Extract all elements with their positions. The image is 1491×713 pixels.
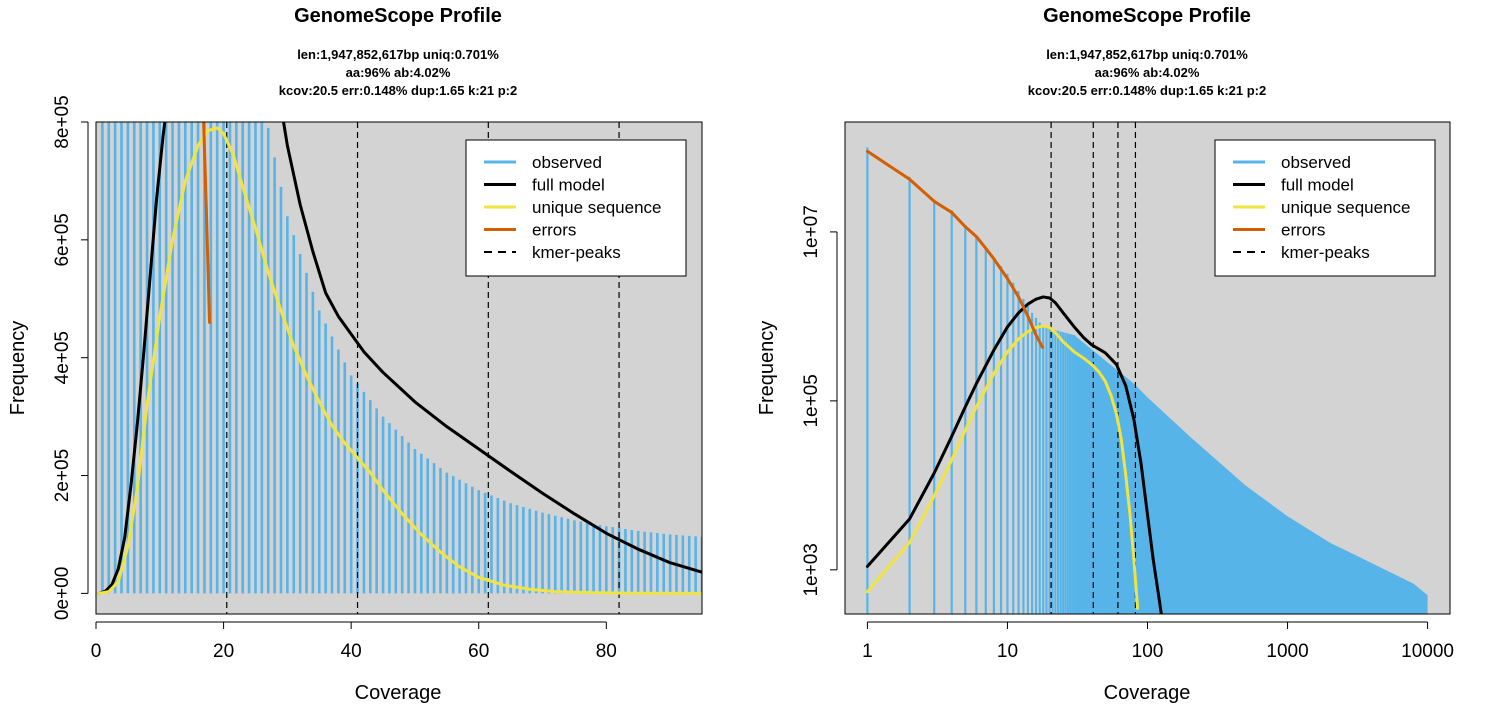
legend-label: observed [1281,153,1351,172]
chart-panel-1: GenomeScope Profile len:1,947,852,617bp u… [7,5,703,704]
x-axis-label: Coverage [1104,682,1191,704]
x-tick-label: 100 [1132,641,1164,662]
x-axis: 0 20 40 60 80 [91,621,617,662]
y-axis-label: Frequency [756,321,778,416]
plot-area [865,122,1428,614]
y-tick-label: 1e+03 [801,543,822,596]
x-tick-label: 60 [468,641,489,662]
legend-label: errors [1281,221,1325,240]
y-tick-label: 8e+05 [52,95,73,148]
legend: observed full model unique sequence errors k… [1214,139,1436,277]
legend: observed full model unique sequence errors k… [465,139,687,277]
observed-series [866,147,1428,614]
legend-label: kmer-peaks [1281,243,1370,262]
x-tick-label: 10 [997,641,1018,662]
x-axis: 1 10 100 1000 10000 [862,621,1454,662]
x-tick-label: 10000 [1401,641,1454,662]
plot-frame [95,121,703,615]
y-tick-label: 2e+05 [52,449,73,502]
observed-dense-area [1074,335,1428,614]
y-tick-label: 6e+05 [52,213,73,266]
errors-line [202,122,212,324]
chart-title: GenomeScope Profile [294,5,502,27]
y-axis: 1e+03 1e+05 1e+07 [801,205,838,597]
legend-label: errors [532,221,576,240]
unique-sequence-line [97,126,702,595]
x-tick-label: 1000 [1266,641,1308,662]
full-model-line [97,122,702,595]
legend-label: unique sequence [1281,198,1411,217]
chart-subtitle-line: kcov:20.5 err:0.148% dup:1.65 k:21 p:2 [1028,83,1266,98]
plot-area [97,122,702,614]
x-tick-label: 20 [213,641,234,662]
chart-title: GenomeScope Profile [1043,5,1251,27]
y-tick-label: 4e+05 [52,331,73,384]
errors-line [865,149,1045,349]
chart-panel-2: GenomeScope Profile len:1,947,852,617bp u… [756,5,1454,704]
x-tick-label: 0 [91,641,102,662]
y-tick-label: 0e+00 [52,567,73,620]
chart-subtitle-line: len:1,947,852,617bp uniq:0.701% [1046,47,1248,62]
legend-label: kmer-peaks [532,243,621,262]
x-tick-label: 80 [596,641,617,662]
chart-subtitle-line: aa:96% ab:4.02% [346,65,451,80]
chart-subtitle-line: kcov:20.5 err:0.148% dup:1.65 k:21 p:2 [279,83,517,98]
legend-label: full model [532,176,605,195]
y-axis: 0e+00 2e+05 4e+05 6e+05 8e+05 [52,95,89,620]
x-tick-label: 40 [341,641,362,662]
x-axis-label: Coverage [355,682,442,704]
chart-subtitle-line: aa:96% ab:4.02% [1095,65,1200,80]
unique-sequence-line [865,324,1140,610]
legend-label: full model [1281,176,1354,195]
chart-subtitle-line: len:1,947,852,617bp uniq:0.701% [297,47,499,62]
y-axis-label: Frequency [7,321,29,416]
legend-label: observed [532,153,602,172]
legend-label: unique sequence [532,198,662,217]
full-model-line [865,295,1163,614]
x-tick-label: 1 [862,641,873,662]
y-tick-label: 1e+05 [801,374,822,427]
plot-frame [844,121,1451,615]
y-tick-label: 1e+07 [801,205,822,258]
